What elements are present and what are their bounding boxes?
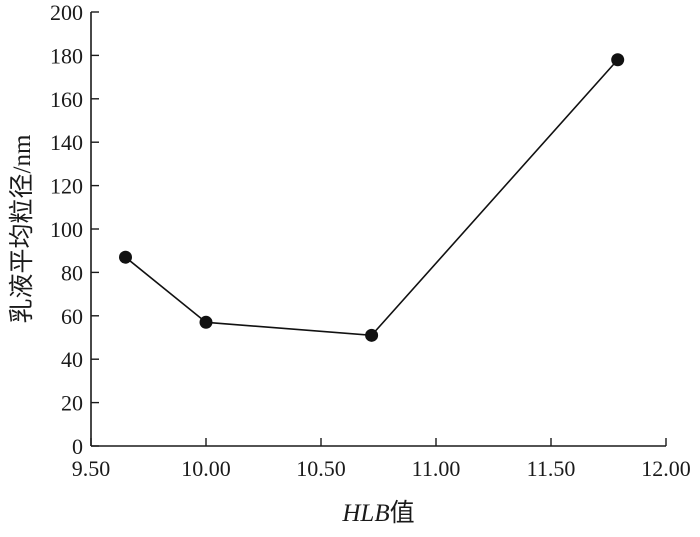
y-ticks: 0 20 40 60 80 100 120 140 160 180 200 [50, 0, 99, 459]
y-tick-label: 60 [61, 304, 83, 329]
y-tick-label: 180 [50, 43, 83, 68]
data-point [199, 315, 213, 329]
y-axis-title: 乳液平均粒径/nm [8, 134, 36, 323]
series-line [124, 59, 619, 337]
data-point [119, 250, 132, 264]
x-axis-title-suffix: 值 [390, 499, 415, 527]
x-tick-label: 11.00 [412, 456, 461, 481]
y-tick-label: 40 [61, 347, 83, 372]
y-tick-label: 120 [50, 174, 83, 199]
y-tick-label: 80 [61, 260, 83, 285]
x-tick-label: 11.50 [527, 456, 576, 481]
x-axis-title-prefix: HLB [341, 500, 389, 527]
data-point [365, 328, 379, 342]
y-tick-label: 0 [72, 434, 83, 459]
y-tick-label: 20 [61, 391, 83, 416]
x-axis-title: HLB值 [341, 499, 414, 527]
y-tick-label: 160 [50, 87, 83, 112]
x-ticks: 9.50 10.00 10.50 11.00 11.50 12.00 [72, 438, 691, 481]
x-tick-label: 10.50 [296, 456, 346, 481]
y-tick-label: 100 [50, 217, 83, 242]
series-layer [119, 53, 625, 342]
y-tick-label: 140 [50, 130, 83, 155]
x-tick-label: 12.00 [641, 456, 691, 481]
data-point [611, 53, 625, 67]
x-tick-label: 10.00 [181, 456, 231, 481]
y-tick-label: 200 [50, 0, 83, 25]
x-tick-label: 9.50 [72, 456, 111, 481]
